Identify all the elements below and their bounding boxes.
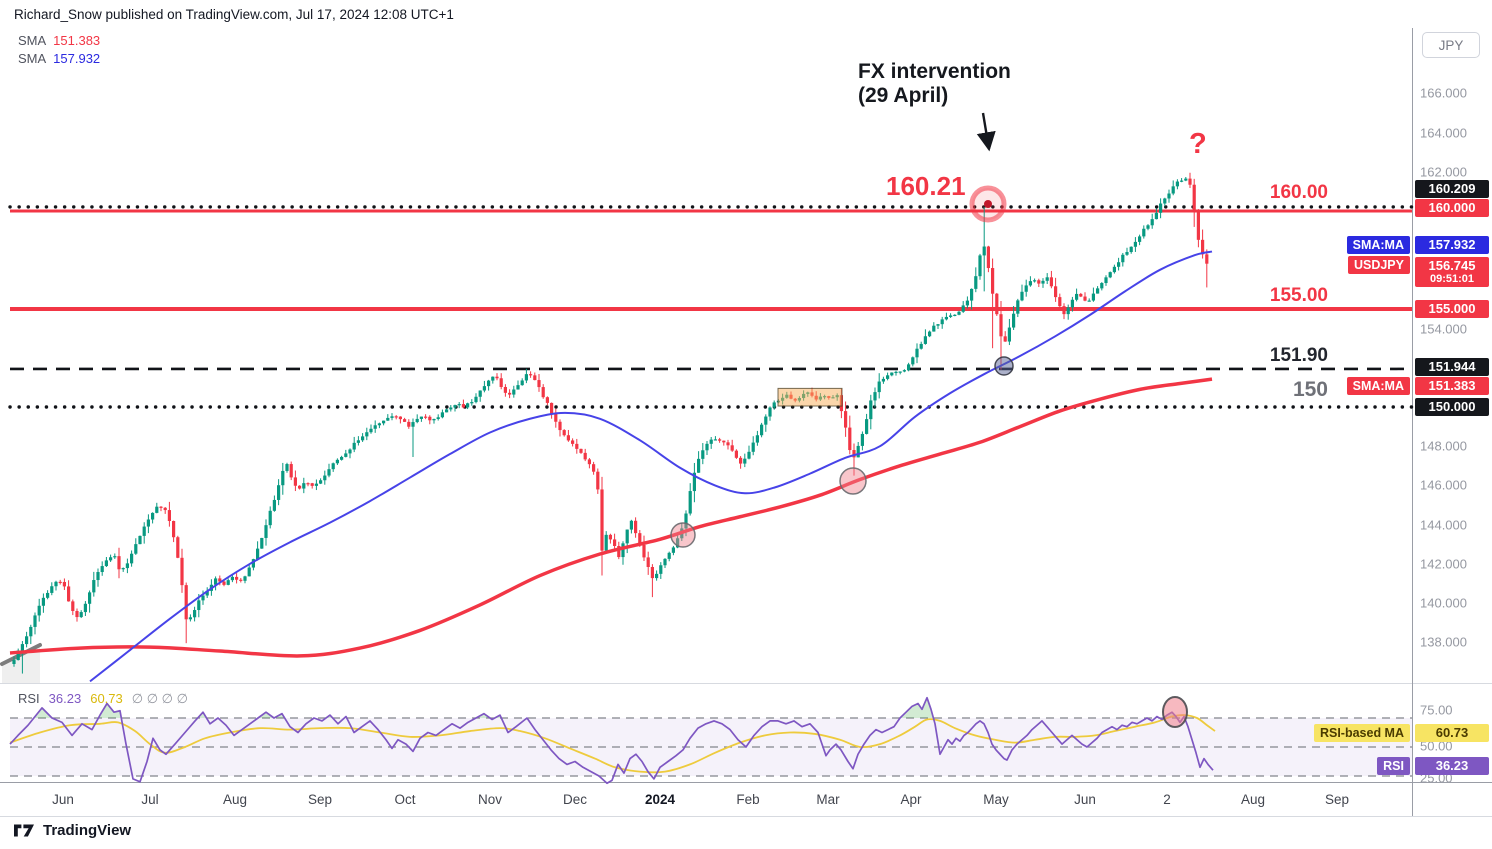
sma-legend-value: 157.932 [53,51,101,66]
price-price-tag: 151.944 [1415,358,1489,376]
rsi-overbought-fill [33,707,52,718]
time-label: Apr [900,792,922,807]
sma-100-blue-line [89,250,1213,683]
publish-header: Richard_Snow published on TradingView.co… [14,7,454,22]
rsi-legend-label: RSI [18,691,40,706]
price-side-tag: SMA:MA [1346,377,1410,395]
price-tick: 154.000 [1420,321,1467,337]
price-tick: 148.000 [1420,438,1467,454]
fx-intervention-line2: (29 April) [858,84,949,107]
rsi-price-tag: 60.73 [1415,724,1489,742]
candlestick-series [12,172,1209,674]
fx-intervention-annotation: FX intervention (29 April) [858,60,1011,108]
price-side-tag: USDJPY [1347,256,1410,274]
time-label: 2 [1163,792,1171,807]
price-price-tag: 150.000 [1415,398,1489,416]
time-label: Aug [1240,792,1266,807]
price-callout-160-21: 160.21 [886,171,966,201]
sma-legend-label: SMA [18,33,47,48]
price-tick: 138.000 [1420,634,1467,650]
time-label: Aug [222,792,248,807]
sma-legend-label: SMA [18,51,47,66]
annotation-circles [670,185,1188,728]
price-tick: 164.000 [1420,125,1467,141]
price-tick: 162.000 [1420,164,1467,180]
level-label: 155.00 [1269,285,1328,306]
rsi-side-tag: RSI [1377,757,1410,775]
price-tick: 166.000 [1420,85,1467,101]
time-label: 2024 [644,792,676,807]
time-label: May [983,792,1009,807]
price-tick: 142.000 [1420,556,1467,572]
rsi-tick: 75.00 [1420,702,1453,718]
currency-toggle-button[interactable]: JPY [1422,32,1480,58]
consolidation-highlight-box [777,387,843,407]
price-tick: 146.000 [1420,477,1467,493]
rsi-ma-legend-value: 60.73 [90,691,123,706]
rsi-hidden-series-icons: ∅ ∅ ∅ ∅ [131,691,188,706]
rsi-overbought-fill [98,703,122,718]
price-price-tag: 151.383 [1415,377,1489,395]
price-price-tag: 157.932 [1415,236,1489,254]
time-label: Nov [477,792,503,807]
rsi-overbought-fill [258,712,274,718]
time-label: Jun [52,792,74,807]
rsi-line [9,696,1214,785]
fx-intervention-line1: FX intervention [858,60,1011,83]
rsi-pane-background [10,717,1412,777]
level-label: 150 [1292,378,1328,401]
time-label: Mar [816,792,840,807]
time-label: Jun [1074,792,1096,807]
time-label: Sep [307,792,333,807]
tradingview-footer[interactable]: TradingView [14,822,131,839]
rsi-legend-value: 36.23 [48,691,82,706]
price-tick: 140.000 [1420,595,1467,611]
rsi-side-tag: RSI-based MA [1313,724,1410,742]
time-label: Feb [736,792,760,807]
level-label: 160.00 [1269,182,1328,203]
time-label: Sep [1324,792,1350,807]
time-label: Oct [394,792,416,807]
countdown-timer: 09:51:01 [1429,273,1475,285]
price-price-tag: 160.000 [1415,199,1489,217]
sma-200-red-line [9,377,1213,658]
rsi-tick: 50.00 [1420,738,1453,754]
sma-legend-row-1[interactable]: SMA 151.383 [18,33,100,48]
price-price-tag: 155.000 [1415,300,1489,318]
horizontal-levels [8,205,1414,409]
sma-legend-value: 151.383 [53,33,101,48]
annotation-arrow [976,112,996,152]
tradingview-logo-icon [14,824,34,837]
rsi-legend-row[interactable]: RSI 36.23 60.73 ∅ ∅ ∅ ∅ [18,691,197,707]
price-price-tag: 160.209 [1415,180,1489,198]
pane-separators [0,28,1492,817]
price-tick: 144.000 [1420,517,1467,533]
question-mark-annotation: ? [1189,128,1207,160]
level-label: 151.90 [1269,345,1328,366]
time-label: Dec [562,792,588,807]
rsi-price-tag: 36.23 [1415,757,1489,775]
price-side-tag: SMA:MA [1346,236,1410,254]
price-price-tag: 156.745 09:51:01 [1415,257,1489,287]
tradingview-brand-text: TradingView [43,822,132,839]
sma-legend-row-2[interactable]: SMA 157.932 [18,51,100,66]
gray-trendline-drawing [0,643,42,683]
time-label: Jul [141,792,159,807]
